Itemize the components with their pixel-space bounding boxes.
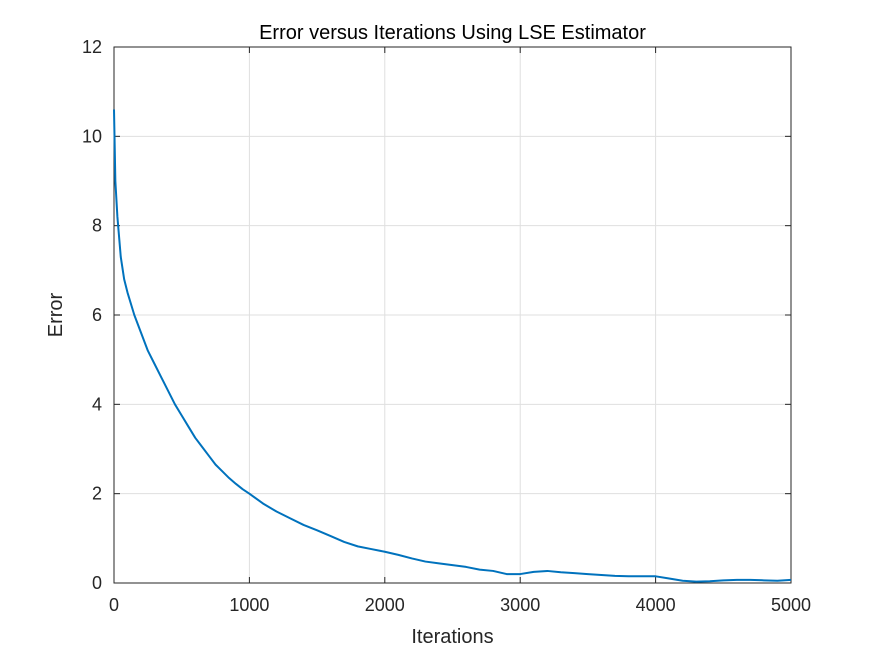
y-tick-label: 10 xyxy=(82,126,102,146)
series-group xyxy=(113,109,792,583)
x-tick-label: 0 xyxy=(109,595,119,615)
x-tick-label: 3000 xyxy=(500,595,540,615)
y-axis-label: Error xyxy=(45,292,67,337)
chart-title: Error versus Iterations Using LSE Estima… xyxy=(259,22,646,44)
x-tick-label: 4000 xyxy=(636,595,676,615)
y-tick-label: 6 xyxy=(92,305,102,325)
x-tick-label: 1000 xyxy=(229,595,269,615)
ticks: 0 1000 2000 3000 4000 5000 0 2 4 6 8 10 12 xyxy=(82,37,811,615)
x-axis-label: Iterations xyxy=(411,626,493,648)
grid xyxy=(113,46,792,584)
y-tick-label: 12 xyxy=(82,37,102,57)
series-line xyxy=(113,109,792,583)
y-tick-label: 0 xyxy=(92,573,102,593)
y-tick-label: 8 xyxy=(92,216,102,236)
x-tick-label: 5000 xyxy=(771,595,811,615)
x-tick-label: 2000 xyxy=(365,595,405,615)
y-tick-label: 4 xyxy=(92,394,102,414)
y-tick-label: 2 xyxy=(92,484,102,504)
